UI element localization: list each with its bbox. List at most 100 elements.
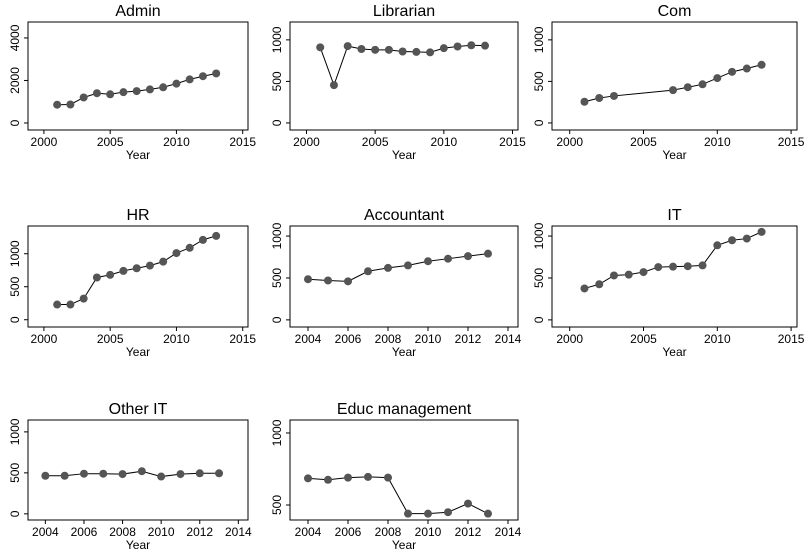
y-tick-label: 1000 (8, 418, 22, 445)
x-tick-label: 2005 (630, 332, 657, 346)
data-point (484, 249, 492, 258)
data-point (79, 93, 88, 102)
data-point (683, 83, 692, 92)
data-point (137, 467, 146, 476)
series-line (584, 64, 762, 103)
data-point (119, 266, 128, 275)
data-point (66, 100, 75, 109)
data-point (683, 262, 692, 271)
data-point (145, 85, 154, 94)
y-tick-label: 0 (8, 316, 22, 323)
data-point (371, 45, 380, 54)
x-tick-label: 2015 (229, 332, 256, 346)
data-point (185, 243, 194, 252)
y-tick-label: 1000 (270, 419, 284, 446)
x-tick-label: 2010 (163, 135, 190, 149)
data-point (53, 300, 62, 309)
panel: Librarian Year 2000 2005 2010 2015 0 500 1000 (270, 3, 526, 162)
data-point (464, 252, 472, 261)
x-tick-label: 2005 (362, 135, 389, 149)
x-tick-label: 2015 (778, 135, 805, 149)
x-tick-label: 2004 (295, 525, 322, 539)
x-tick-label: 2000 (31, 135, 58, 149)
data-point (481, 41, 490, 50)
x-axis-label: Year (126, 148, 150, 162)
data-point (106, 270, 115, 279)
x-axis-label: Year (126, 345, 150, 359)
y-tick-label: 0 (8, 119, 22, 126)
x-tick-label: 2015 (499, 135, 526, 149)
data-point (595, 94, 604, 103)
plot-frame (289, 419, 519, 521)
panel-title: Other IT (109, 401, 168, 418)
y-tick-label: 0 (532, 119, 546, 126)
data-point (357, 45, 366, 53)
y-tick-label: 500 (270, 268, 284, 288)
x-axis-label: Year (392, 345, 416, 359)
data-point (92, 273, 101, 282)
data-point (304, 275, 312, 284)
data-point (404, 261, 412, 270)
x-tick-label: 2008 (375, 525, 402, 539)
x-tick-label: 2005 (97, 135, 124, 149)
x-axis-label: Year (126, 538, 150, 552)
x-tick-label: 2010 (415, 332, 442, 346)
data-point (742, 234, 751, 243)
data-point (159, 257, 168, 266)
y-tick-label: 500 (270, 71, 284, 91)
data-point (215, 469, 224, 478)
panel: Other IT Year 2004 2006 2008 2010 2012 2014 0 500… (8, 401, 252, 552)
data-point (79, 294, 88, 303)
x-tick-label: 2012 (455, 332, 482, 346)
data-point (639, 268, 648, 277)
panel-title: Accountant (364, 207, 445, 224)
data-point (159, 83, 168, 92)
data-point (118, 470, 127, 479)
x-tick-label: 2014 (495, 525, 522, 539)
y-tick-label: 500 (532, 268, 546, 288)
data-point (444, 254, 452, 263)
y-tick-label: 4000 (8, 24, 22, 51)
data-point (99, 469, 108, 478)
x-tick-label: 2000 (31, 332, 58, 346)
data-point (364, 472, 372, 481)
x-tick-label: 2015 (778, 332, 805, 346)
data-point (426, 48, 435, 57)
data-point (453, 42, 462, 51)
data-point (212, 69, 221, 78)
x-tick-label: 2010 (704, 332, 731, 346)
x-tick-label: 2000 (556, 332, 583, 346)
panel-title: Com (658, 3, 692, 20)
x-tick-label: 2010 (415, 525, 442, 539)
x-tick-label: 2014 (225, 525, 252, 539)
data-point (304, 474, 312, 483)
data-point (464, 499, 472, 508)
y-tick-label: 0 (532, 316, 546, 323)
panel-title: IT (667, 207, 681, 224)
x-tick-label: 2012 (186, 525, 213, 539)
data-point (580, 97, 589, 106)
data-point (467, 41, 476, 50)
data-point (669, 262, 678, 271)
panel-title: Educ management (337, 401, 472, 418)
data-point (132, 264, 141, 273)
data-point (132, 87, 141, 96)
x-tick-label: 2004 (295, 332, 322, 346)
data-point (324, 475, 332, 484)
y-tick-label: 500 (270, 495, 284, 515)
x-axis-label: Year (662, 148, 686, 162)
data-point (580, 284, 589, 293)
series-line (307, 476, 489, 515)
data-point (66, 300, 75, 309)
x-axis-label: Year (392, 148, 416, 162)
data-point (344, 277, 352, 286)
x-tick-label: 2008 (375, 332, 402, 346)
data-point (145, 261, 154, 270)
data-point (713, 241, 722, 250)
data-point (757, 227, 766, 236)
data-point (609, 91, 618, 100)
data-point (728, 236, 737, 245)
data-point (713, 74, 722, 83)
data-point (324, 276, 332, 285)
y-tick-label: 500 (8, 463, 22, 483)
